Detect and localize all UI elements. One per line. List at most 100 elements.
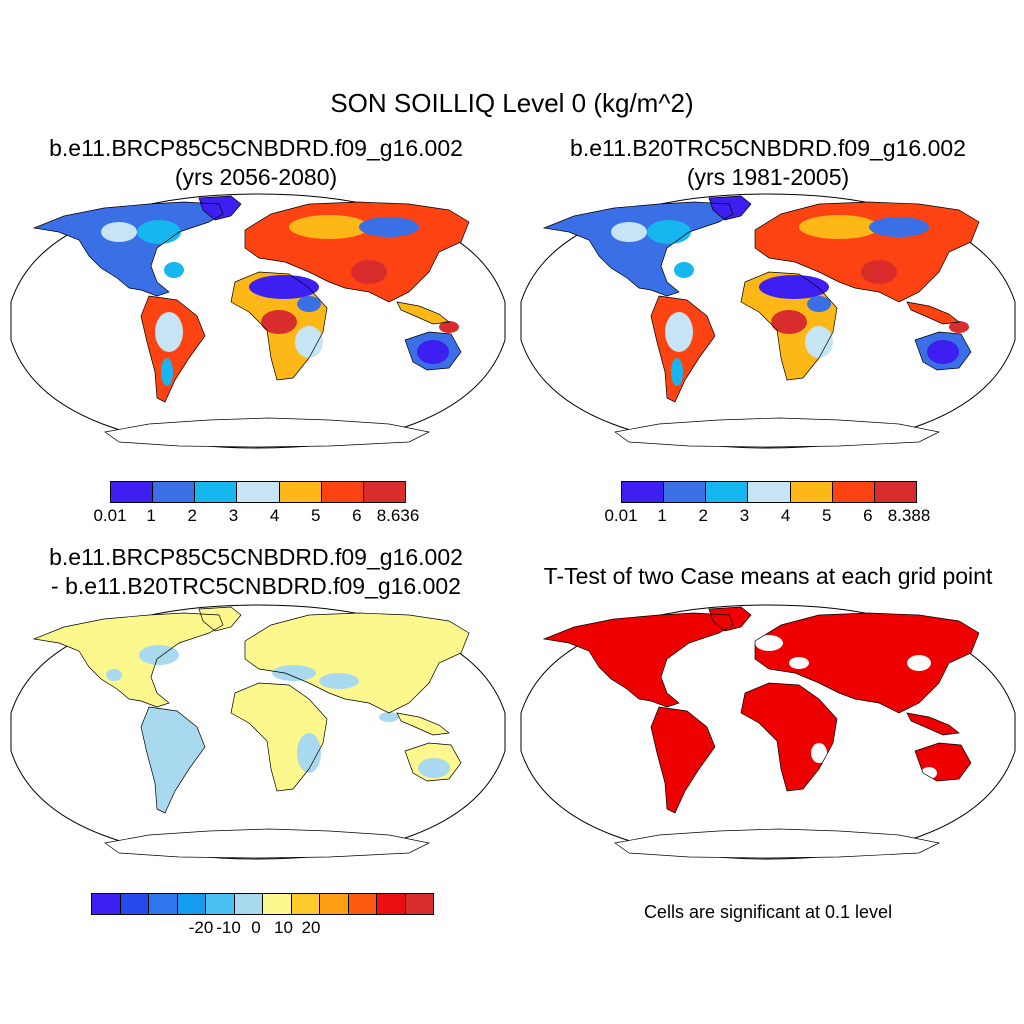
panel-3-title-line-2: - b.e11.B20TRC5CNBDRD.f09_g16.002 [51,573,461,599]
africa-coastline [740,271,838,381]
north-america-coastline [32,201,224,297]
eurasia-coastline [754,201,980,303]
field-patch [164,262,184,278]
colorbar-tick-label: 0 [251,918,261,937]
colorbar-tick-label: 5 [821,506,832,525]
panel-3-map [10,604,506,860]
antarctica-fill [615,418,939,447]
land-fill [544,196,979,447]
colorbar-tick-label: 1 [657,506,667,525]
field-patch [289,215,369,239]
eurasia-coastline [754,612,980,714]
south-america-coastline [140,706,206,814]
africa-coastline [740,682,838,792]
colorbar-tick-label: 2 [187,506,198,525]
greenland-coastline [198,195,242,221]
colorbar-tick-label: 1 [146,506,156,525]
colorbar-swatch [153,482,196,502]
colorbar-swatch [120,894,149,914]
field-patch [351,260,387,284]
antarctica-coastline [614,417,941,448]
colorbar-boxes [91,893,434,915]
greenland-coastline [198,606,242,632]
colorbar-swatch [279,482,322,502]
field-patch [295,326,323,358]
colorbar-swatch [111,482,154,502]
coastlines [32,195,470,448]
field-patch [759,275,829,299]
north-america-fill [544,613,733,707]
colorbar-swatch [291,894,320,914]
south-america-fill [651,707,715,813]
panel-1-title-line-2: (yrs 2056-2080) [174,164,338,190]
antarctica-coastline [614,828,941,859]
panel-3-title: b.e11.BRCP85C5CNBDRD.f09_g16.002 - b.e11… [0,543,512,601]
colorbar-tick-label: 3 [739,506,750,525]
colorbar-boxes [621,481,917,503]
field-patch [155,312,183,352]
colorbar-tick-label: 4 [780,506,791,525]
field-patch [799,215,879,239]
maritime-asia-fill [907,713,959,735]
panel-4-title: T-Test of two Case means at each grid po… [512,562,1024,591]
field-patch [249,275,319,299]
north-america-coastline [32,612,224,708]
south-america-coastline [140,295,206,403]
eurasia-coastline [244,612,470,714]
colorbar-swatch [177,894,206,914]
field-patch [137,220,181,244]
africa-coastline [230,682,328,792]
antarctica-fill [105,829,429,858]
field-patch [674,262,694,278]
south-america-fill [141,707,205,813]
australia-coastline [404,742,462,782]
colorbar-tick-label: 3 [228,506,239,525]
colorbar-swatch [874,482,916,502]
colorbar-swatch [748,482,791,502]
field-patch [297,296,321,312]
north-america-coastline [542,201,734,297]
maritime-asia-coastline [906,301,960,325]
colorbar-tick-label: -10 [216,918,241,937]
colorbar-tick-label: 6 [863,506,873,525]
colorbar-swatch [206,894,235,914]
field-patch [611,222,647,242]
colorbar-swatch [790,482,833,502]
colorbar-swatch [348,894,377,914]
australia-coastline [914,742,972,782]
south-america-coastline [650,295,716,403]
field-patch [359,217,419,237]
colorbar-tick-label: 20 [301,918,321,937]
land-fill [544,607,979,858]
land-fill [34,607,469,858]
colorbar-swatch [149,894,178,914]
field-patch [418,758,450,778]
north-america-fill [34,613,223,707]
field-patch [439,321,459,333]
field-patch [861,260,897,284]
field-patch [272,665,316,681]
south-america-coastline [650,706,716,814]
greenland-coastline [708,606,752,632]
eurasia-fill [755,613,979,713]
field-patch [869,217,929,237]
colorbar-swatch [92,894,121,914]
panel-2-colorbar: 0.01 1 2 3 4 5 6 8.388 [604,481,930,531]
maritime-asia-fill [397,302,449,324]
field-patch [949,321,969,333]
significance-note: Cells are significant at 0.1 level [643,902,893,922]
field-patch [261,310,297,334]
field-patch [755,635,783,651]
field-patch [101,222,137,242]
panel-4-map [520,604,1016,860]
field-patch [671,358,683,386]
eurasia-coastline [244,201,470,303]
panel-2-title: b.e11.B20TRC5CNBDRD.f09_g16.002 (yrs 198… [512,134,1024,192]
colorbar-tick-label: 0.01 [93,506,127,525]
colorbar-swatch [405,894,433,914]
antarctica-coastline [104,417,431,448]
colorbar-swatch [320,894,349,914]
maritime-asia-fill [397,713,449,735]
field-patch [139,645,179,665]
antarctica-coastline [104,828,431,859]
